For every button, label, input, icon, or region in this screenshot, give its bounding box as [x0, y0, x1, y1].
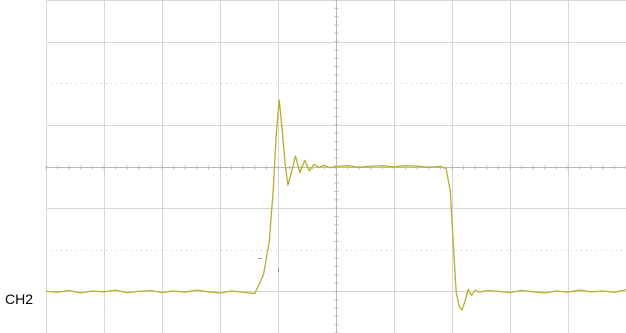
trigger-markers	[258, 258, 279, 272]
trace-layer	[45, 99, 626, 311]
channel-label-ch2: CH2	[5, 291, 33, 307]
trace-ch2	[45, 99, 626, 311]
